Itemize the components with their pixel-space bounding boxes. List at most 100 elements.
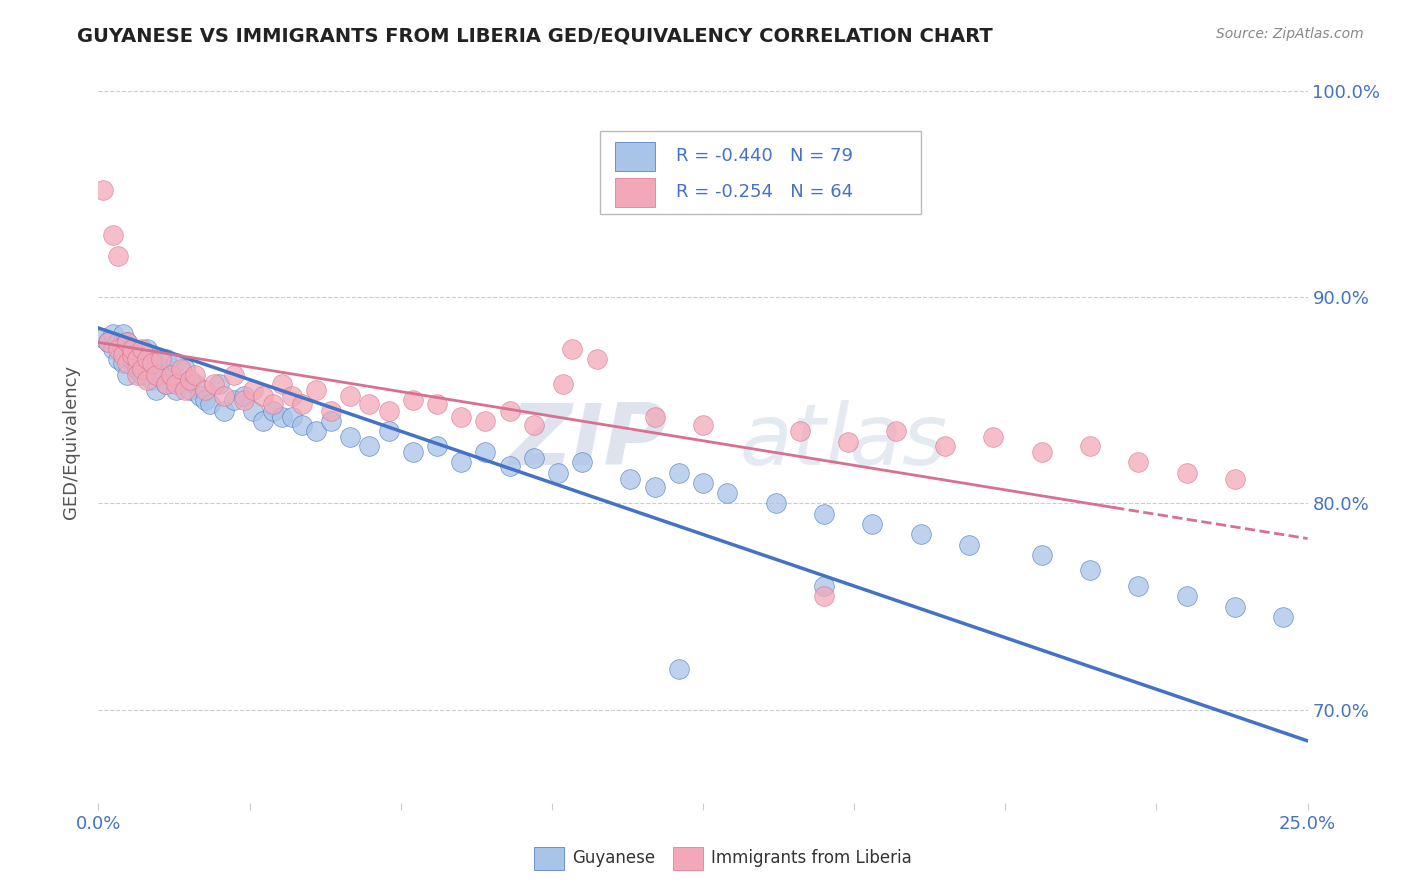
Point	[97, 335, 120, 350]
Point	[135, 373, 157, 387]
Point	[319, 403, 342, 417]
FancyBboxPatch shape	[672, 847, 703, 870]
Point	[121, 348, 143, 362]
Point	[377, 403, 399, 417]
Point	[155, 376, 177, 391]
Point	[426, 397, 449, 411]
Point	[934, 439, 956, 453]
Point	[184, 376, 207, 391]
Point	[474, 445, 496, 459]
Point	[150, 351, 173, 366]
Point	[1078, 439, 1101, 453]
Point	[523, 417, 546, 432]
Point	[339, 389, 361, 403]
Point	[305, 383, 328, 397]
Point	[585, 351, 607, 366]
Point	[222, 368, 245, 383]
Point	[131, 351, 153, 366]
Point	[1128, 455, 1150, 469]
Point	[262, 397, 284, 411]
Point	[1272, 610, 1295, 624]
Point	[117, 335, 139, 350]
Point	[131, 368, 153, 383]
Point	[860, 517, 883, 532]
Point	[619, 472, 641, 486]
Point	[121, 342, 143, 356]
Point	[111, 342, 134, 356]
Point	[127, 368, 149, 383]
Point	[1031, 445, 1053, 459]
Point	[111, 327, 134, 342]
Point	[160, 368, 183, 383]
Point	[813, 507, 835, 521]
Point	[145, 368, 167, 383]
Point	[305, 424, 328, 438]
Point	[131, 342, 153, 356]
Point	[204, 376, 226, 391]
Point	[290, 397, 312, 411]
Point	[101, 342, 124, 356]
Point	[886, 424, 908, 438]
Point	[150, 368, 173, 383]
Point	[212, 389, 235, 403]
Point	[141, 373, 163, 387]
Point	[127, 348, 149, 362]
Point	[135, 351, 157, 366]
Point	[194, 393, 217, 408]
Point	[169, 362, 191, 376]
Point	[107, 351, 129, 366]
Point	[474, 414, 496, 428]
Point	[426, 439, 449, 453]
Point	[179, 383, 201, 397]
Point	[668, 662, 690, 676]
Point	[242, 403, 264, 417]
FancyBboxPatch shape	[614, 178, 655, 207]
Point	[281, 409, 304, 424]
Point	[117, 342, 139, 356]
Point	[179, 373, 201, 387]
Point	[547, 466, 569, 480]
Point	[155, 351, 177, 366]
Point	[359, 397, 381, 411]
Point	[107, 249, 129, 263]
Point	[981, 430, 1004, 444]
Point	[290, 417, 312, 432]
Point	[1128, 579, 1150, 593]
Point	[212, 403, 235, 417]
Point	[107, 335, 129, 350]
Text: GUYANESE VS IMMIGRANTS FROM LIBERIA GED/EQUIVALENCY CORRELATION CHART: GUYANESE VS IMMIGRANTS FROM LIBERIA GED/…	[77, 27, 993, 45]
Point	[561, 342, 583, 356]
Point	[523, 451, 546, 466]
Text: Source: ZipAtlas.com: Source: ZipAtlas.com	[1216, 27, 1364, 41]
Point	[145, 383, 167, 397]
Point	[551, 376, 574, 391]
Point	[97, 335, 120, 350]
Point	[117, 335, 139, 350]
Text: Immigrants from Liberia: Immigrants from Liberia	[711, 849, 912, 867]
Point	[716, 486, 738, 500]
Point	[1223, 472, 1246, 486]
Point	[117, 368, 139, 383]
Point	[165, 376, 187, 391]
FancyBboxPatch shape	[534, 847, 564, 870]
Point	[111, 348, 134, 362]
Point	[910, 527, 932, 541]
Point	[232, 389, 254, 403]
Point	[208, 376, 231, 391]
Point	[174, 362, 197, 376]
Point	[571, 455, 593, 469]
Point	[789, 424, 811, 438]
Point	[359, 439, 381, 453]
Point	[242, 383, 264, 397]
Point	[271, 376, 294, 391]
Point	[169, 376, 191, 391]
Point	[232, 393, 254, 408]
Point	[281, 389, 304, 403]
Point	[101, 228, 124, 243]
Point	[194, 383, 217, 397]
Point	[319, 414, 342, 428]
Point	[957, 538, 980, 552]
Point	[111, 356, 134, 370]
Text: Guyanese: Guyanese	[572, 849, 655, 867]
Point	[450, 409, 472, 424]
